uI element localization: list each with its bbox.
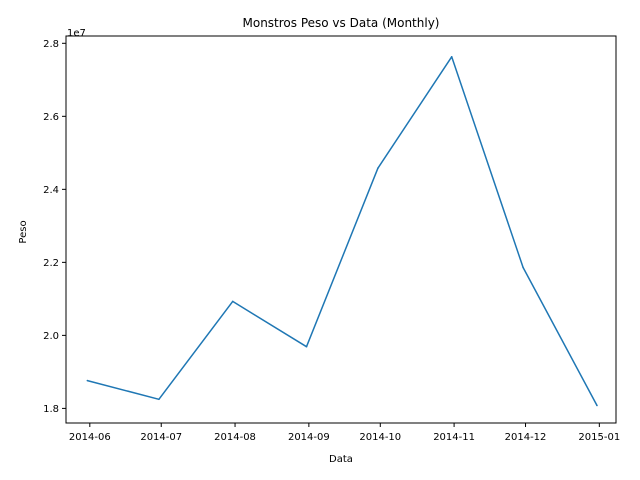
data-point xyxy=(596,404,598,407)
plot-area: 2014-06 2014-07 2014-08 2014-09 2014-10 2014-… xyxy=(43,39,620,443)
y-tick-label: 1.8 xyxy=(43,404,59,415)
axes-frame xyxy=(65,35,617,424)
data-point xyxy=(158,398,160,401)
y-offset-label: 1e7 xyxy=(67,28,86,39)
data-point xyxy=(86,379,89,382)
data-point xyxy=(377,167,379,169)
y-tick-label: 2.6 xyxy=(43,112,59,123)
y-tick-label: 2.2 xyxy=(43,258,59,269)
y-tick-label: 2.0 xyxy=(43,331,59,342)
y-tick-label: 2.4 xyxy=(43,185,59,196)
x-tick-label: 2014-09 xyxy=(288,432,330,443)
x-tick-label: 2014-12 xyxy=(505,432,547,443)
x-tick-label: 2014-10 xyxy=(359,432,401,443)
series-line xyxy=(87,56,598,406)
data-point xyxy=(231,300,234,303)
y-tick-label: 2.8 xyxy=(43,39,59,50)
y-axis-label: Peso xyxy=(18,220,29,243)
data-point xyxy=(450,56,453,58)
data-point xyxy=(522,266,524,269)
chart-title: Monstros Peso vs Data (Monthly) xyxy=(243,16,440,30)
x-tick-label: 2014-07 xyxy=(140,432,182,443)
x-axis-label: Data xyxy=(329,454,353,465)
x-tick-label: 2014-06 xyxy=(69,432,111,443)
x-tick-label: 2014-11 xyxy=(433,432,475,443)
x-tick-label: 2014-08 xyxy=(214,432,256,443)
data-point xyxy=(305,345,308,348)
x-tick-label: 2015-01 xyxy=(578,432,620,443)
